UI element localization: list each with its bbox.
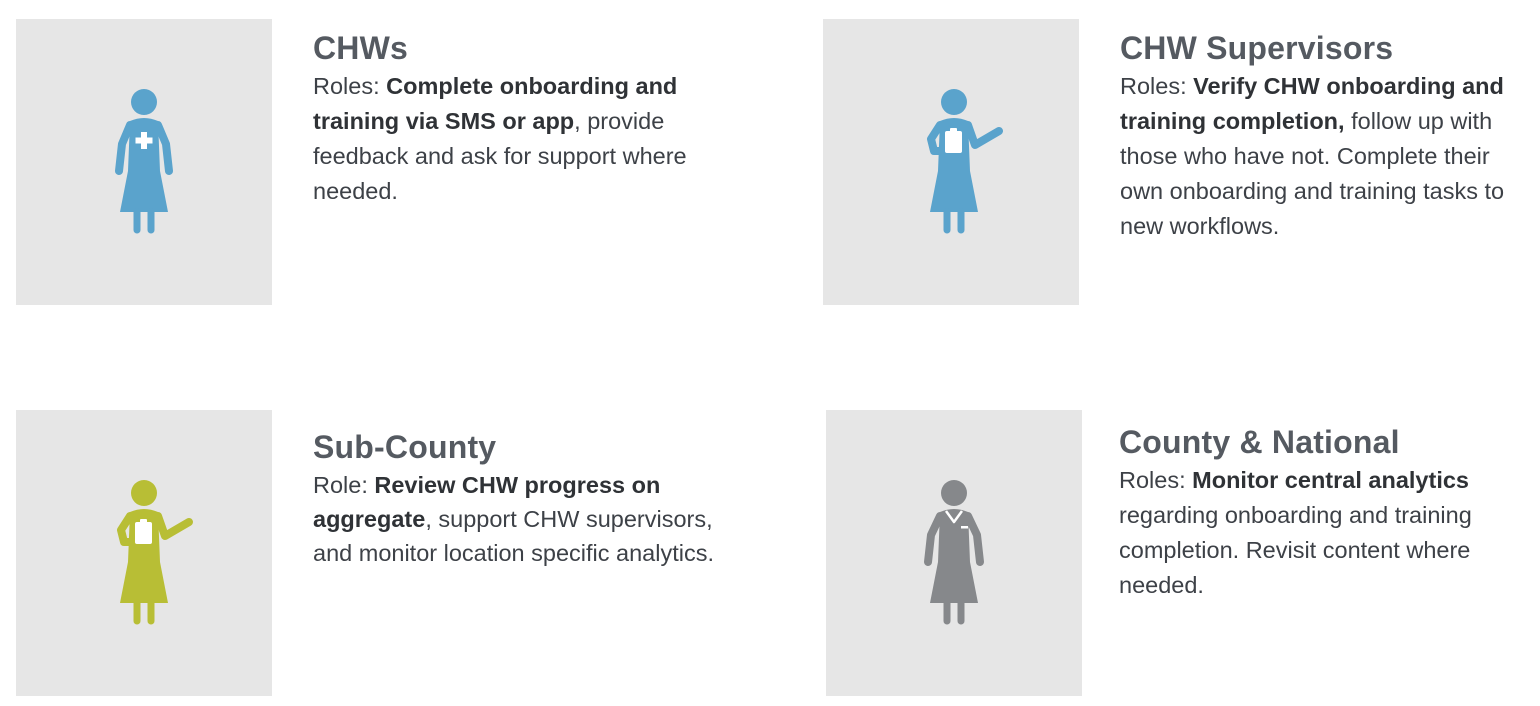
official-collar-icon xyxy=(924,480,984,625)
role-card-chws: CHWs Roles: Complete onboarding and trai… xyxy=(16,19,756,305)
role-text: CHW Supervisors Roles: Verify CHW onboar… xyxy=(1120,29,1530,244)
role-text: County & National Roles: Monitor central… xyxy=(1119,423,1529,603)
role-emphasis: Complete onboarding and training via SMS… xyxy=(313,73,678,134)
role-text: CHWs Roles: Complete onboarding and trai… xyxy=(313,29,733,209)
role-text: Sub-County Role: Review CHW progress on … xyxy=(313,428,733,570)
role-emphasis: Monitor central analytics xyxy=(1192,467,1469,493)
role-description: Roles: Verify CHW onboarding and trainin… xyxy=(1120,69,1530,244)
role-description: Role: Review CHW progress on aggregate, … xyxy=(313,468,733,570)
role-rest: , provide feedback and ask for support w… xyxy=(313,108,687,204)
role-title: Sub-County xyxy=(313,429,497,465)
role-emphasis: Verify CHW onboarding and training compl… xyxy=(1120,73,1504,134)
role-emphasis: Review CHW progress on aggregate xyxy=(313,472,661,532)
role-description: Roles: Monitor central analytics regardi… xyxy=(1119,463,1529,603)
role-card-sub-county: Sub-County Role: Review CHW progress on … xyxy=(16,410,756,696)
role-title: CHWs xyxy=(313,30,409,66)
subcounty-clipboard-icon xyxy=(117,480,193,625)
role-card-chw-supervisors: CHW Supervisors Roles: Verify CHW onboar… xyxy=(823,19,1540,305)
role-prefix: Roles: xyxy=(1120,73,1194,99)
role-tile xyxy=(16,410,272,696)
role-description: Roles: Complete onboarding and training … xyxy=(313,69,733,209)
role-title: County & National xyxy=(1119,424,1400,460)
role-rest: , support CHW supervisors, and monitor l… xyxy=(313,506,715,566)
role-prefix: Roles: xyxy=(313,73,387,99)
role-tile xyxy=(16,19,272,305)
role-prefix: Roles: xyxy=(1119,467,1193,493)
role-tile xyxy=(823,19,1079,305)
role-title: CHW Supervisors xyxy=(1120,30,1394,66)
role-rest: follow up with those who have not. Compl… xyxy=(1120,108,1505,239)
role-prefix: Role: xyxy=(313,472,375,498)
role-rest: regarding onboarding and training comple… xyxy=(1119,502,1472,598)
role-tile xyxy=(826,410,1082,696)
nurse-cross-icon xyxy=(115,89,173,234)
supervisor-clipboard-icon xyxy=(927,89,1003,234)
role-card-county-national: County & National Roles: Monitor central… xyxy=(826,410,1540,696)
